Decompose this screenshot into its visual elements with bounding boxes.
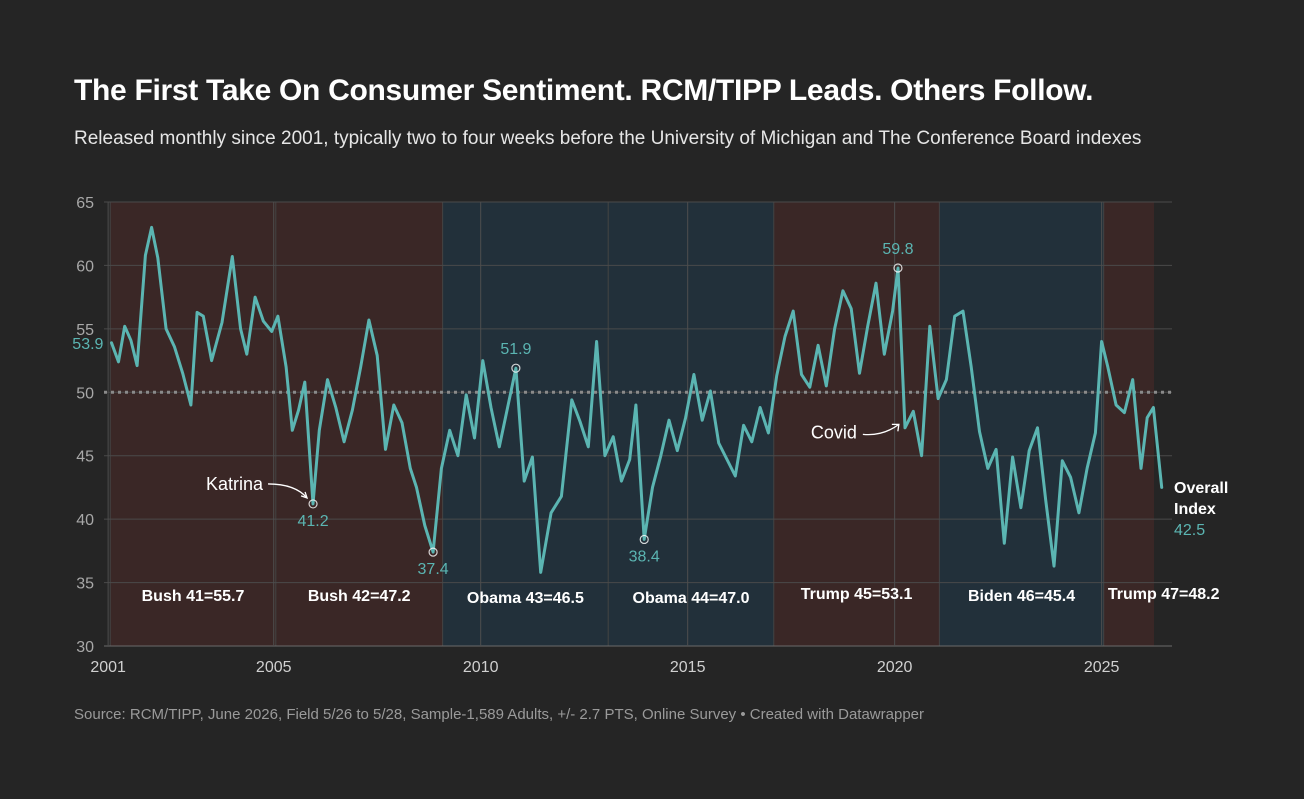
presidency-label-3: Obama 44=47.0 [633, 590, 750, 607]
y-tick-label-55: 55 [76, 322, 94, 339]
presidency-label-5: Biden 46=45.4 [968, 588, 1075, 605]
end-label-name-line: Overall [1174, 480, 1228, 497]
annotation-arrow-katrina [268, 483, 308, 499]
chart-subtitle: Released monthly since 2001, typically t… [74, 128, 1142, 149]
presidency-band-2 [442, 202, 609, 646]
y-tick-label-35: 35 [76, 576, 94, 593]
point-label-59.8: 59.8 [882, 241, 913, 258]
x-tick-label-2005: 2005 [256, 659, 292, 676]
end-label: Overall Index 42.5 [1174, 480, 1228, 539]
source-note: Source: RCM/TIPP, June 2026, Field 5/26 … [74, 706, 924, 723]
end-label-name-line: Index [1174, 501, 1216, 518]
point-labels: 53.9 41.2 37.4 51.9 38.4 59.8 [72, 241, 913, 578]
presidency-label-6: Trump 47=48.2 [1108, 586, 1220, 603]
x-axis-labels: 2001 2005 2010 2015 2020 2025 [90, 659, 1119, 676]
y-tick-label-50: 50 [76, 385, 94, 402]
annotation-arrowhead-covid [891, 423, 900, 432]
point-label-37.4: 37.4 [418, 561, 449, 578]
end-label-name: Overall Index [1174, 480, 1228, 518]
presidency-band-1 [275, 202, 443, 646]
y-tick-label-60: 60 [76, 258, 94, 275]
series-line-overall-index [110, 225, 1164, 574]
point-marker-5 [893, 263, 903, 273]
presidency-label-0: Bush 41=55.7 [142, 588, 245, 605]
presidency-bands [109, 202, 1154, 646]
presidency-label-1: Bush 42=47.2 [308, 588, 411, 605]
presidency-band-5 [939, 202, 1104, 646]
end-label-value: 42.5 [1174, 522, 1205, 539]
annotation-covid: Covid [811, 422, 857, 442]
chart-title: The First Take On Consumer Sentiment. RC… [74, 74, 1094, 107]
line-chart: 30 35 40 45 50 55 60 65 2001 2005 2010 2015 2020 202… [72, 195, 1228, 676]
presidency-band-0 [110, 202, 276, 646]
x-tick-label-2020: 2020 [877, 659, 913, 676]
presidency-labels: Bush 41=55.7 Bush 42=47.2 Obama 43=46.5 Oba… [142, 586, 1220, 607]
point-marker-1 [308, 499, 318, 509]
y-tick-label-30: 30 [76, 639, 94, 656]
x-tick-label-2015: 2015 [670, 659, 706, 676]
point-marker-3 [511, 363, 521, 373]
point-label-41.2: 41.2 [297, 513, 328, 530]
presidency-label-2: Obama 43=46.5 [467, 590, 584, 607]
x-tick-label-2001: 2001 [90, 659, 126, 676]
y-tick-label-40: 40 [76, 512, 94, 529]
point-marker-4 [639, 534, 649, 545]
annotation-katrina: Katrina [206, 474, 264, 494]
y-tick-label-45: 45 [76, 449, 94, 466]
annotation-arrowhead-katrina [300, 491, 309, 499]
x-tick-label-2025: 2025 [1084, 659, 1120, 676]
annotation-arrow-covid [862, 423, 900, 436]
x-tick-label-2010: 2010 [463, 659, 499, 676]
y-axis-labels: 30 35 40 45 50 55 60 65 [76, 195, 94, 656]
point-label-38.4: 38.4 [629, 548, 660, 565]
point-label-53.9: 53.9 [72, 336, 103, 353]
presidency-band-4 [773, 202, 940, 646]
point-label-51.9: 51.9 [500, 341, 531, 358]
point-marker-2 [428, 547, 438, 557]
y-tick-label-65: 65 [76, 195, 94, 212]
presidency-label-4: Trump 45=53.1 [801, 586, 913, 603]
annotations: Katrina Covid [206, 422, 900, 499]
